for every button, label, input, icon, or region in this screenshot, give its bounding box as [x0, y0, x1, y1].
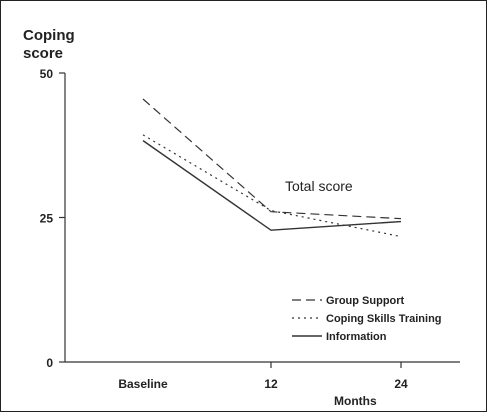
series-lines-group [143, 99, 401, 237]
legend: Group Support Coping Skills Training Infor… [292, 295, 442, 343]
y-axis-label-line2: score [23, 45, 63, 62]
y-ticks-group: 50 25 0 [40, 67, 65, 370]
x-tick-label: 24 [394, 377, 408, 391]
series-line-group-support [143, 99, 401, 219]
x-axis-label: Months [334, 394, 377, 408]
y-tick-label: 50 [40, 67, 54, 81]
legend-label: Coping Skills Training [326, 313, 442, 325]
series-line-coping-skills-training [143, 135, 401, 237]
legend-label: Information [326, 331, 387, 343]
chart-title: Total score [285, 178, 353, 194]
y-tick-label: 25 [40, 212, 54, 226]
y-axis-label-line1: Coping [23, 27, 75, 44]
legend-label: Group Support [326, 295, 405, 307]
x-tick-label: Baseline [118, 377, 168, 391]
x-tick-label: 12 [264, 377, 278, 391]
series-line-information [143, 141, 401, 231]
y-tick-label: 0 [46, 356, 53, 370]
x-ticks-group: Baseline 12 24 [118, 362, 408, 391]
